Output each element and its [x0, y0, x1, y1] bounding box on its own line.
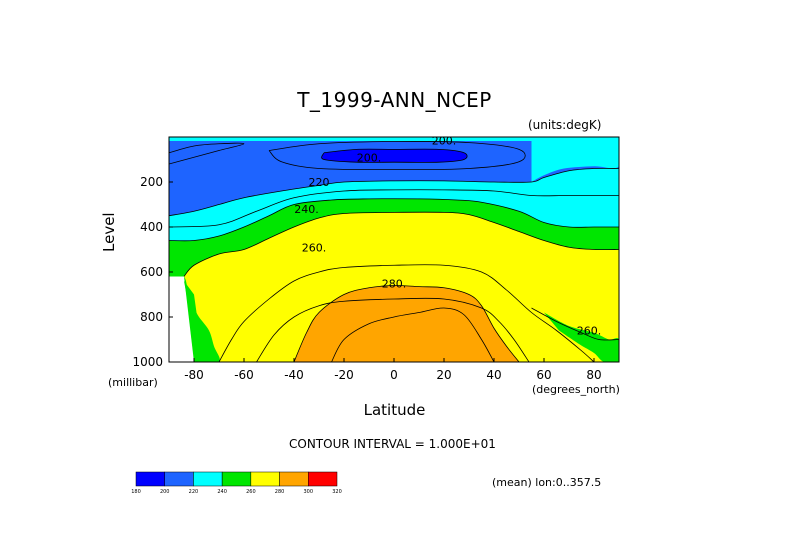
contour-label-1: 200.: [357, 151, 382, 164]
contour-label-2: 220: [309, 176, 330, 189]
colorbar-label: 200: [160, 489, 170, 495]
units-note: (units:degK): [528, 118, 602, 132]
colorbar-label: 240: [217, 489, 227, 495]
contour-260-north-line: [531, 307, 619, 341]
y-axis-unit: (millibar): [108, 376, 158, 389]
colorbar-bin-200: [164, 471, 194, 487]
contour-270-line: [218, 264, 595, 362]
y-tick-label: 800: [140, 310, 163, 324]
contour-190-line: [321, 148, 468, 163]
band-260-280-line: [183, 211, 619, 277]
contour-200-outer-line: [268, 141, 526, 171]
colorbar-bin-240: [221, 471, 252, 487]
contour-280-line: [293, 285, 520, 362]
x-axis-unit: (degrees_north): [532, 383, 620, 396]
y-tick-label: 600: [140, 265, 163, 279]
x-tick-label: 0: [390, 368, 398, 382]
colorbar-label: 320: [332, 489, 342, 495]
mean-note: (mean) lon:0..357.5: [492, 476, 602, 489]
colorbar-label: 280: [275, 489, 285, 495]
contour-label-5: 280.: [382, 277, 407, 290]
contour-interval-note: CONTOUR INTERVAL = 1.000E+01: [289, 437, 496, 451]
missing-data-region: [169, 276, 194, 362]
band-220-240-toprim: [169, 137, 619, 141]
contour-label-0: 200.: [432, 134, 457, 147]
band-220-240-line: [169, 167, 619, 217]
contour-225-line: [169, 189, 619, 228]
chart-title: T_1999-ANN_NCEP: [297, 88, 492, 112]
band-240-260-line: [169, 198, 619, 242]
colorbar-bin-300: [308, 471, 338, 487]
contour-lines: [169, 141, 619, 362]
y-axis-title: Level: [100, 212, 118, 252]
contour-275-line: [256, 297, 530, 362]
y-tick-label: 200: [140, 175, 163, 189]
colorbar-label: 260: [246, 489, 256, 495]
band-240-260-fringe: [184, 281, 214, 362]
colorbar-label: 300: [304, 489, 314, 495]
x-tick-label: -20: [334, 368, 354, 382]
band-lt200: [321, 149, 468, 163]
contour-label-4: 260.: [302, 241, 327, 254]
band-220-240-northtop: [531, 137, 619, 182]
contour-labels: 200. 200. 220 240. 260. 280. 260.: [294, 134, 601, 337]
y-tick-label: 400: [140, 220, 163, 234]
x-axis-title: Latitude: [363, 401, 426, 419]
contour-label-6: 260.: [577, 325, 602, 338]
x-axis-ticks: -80 -60 -40 -20 0 20 40 60 80: [184, 358, 602, 382]
band-280-300: [294, 285, 519, 362]
colorbar-bin-260: [250, 471, 280, 487]
colorbar: 180 200 220 240 260 280 300 320: [131, 471, 342, 495]
contour-label-3: 240.: [294, 203, 319, 216]
colorbar-bin-180: [135, 471, 165, 487]
x-tick-label: 40: [486, 368, 501, 382]
y-tick-label: 1000: [132, 355, 163, 369]
x-tick-label: 80: [586, 368, 601, 382]
y-axis-ticks: 200 400 600 800 1000: [132, 175, 173, 369]
colorbar-label: 220: [189, 489, 199, 495]
colorbar-label: 180: [131, 489, 141, 495]
x-tick-label: 60: [536, 368, 551, 382]
x-tick-label: -60: [234, 368, 254, 382]
contour-210-sw-line: [169, 142, 245, 165]
x-tick-label: -40: [284, 368, 304, 382]
colorbar-bin-280: [279, 471, 309, 487]
contour-290-line: [331, 307, 495, 362]
colorbar-bin-220: [193, 471, 223, 487]
x-tick-label: -80: [184, 368, 204, 382]
x-tick-label: 20: [436, 368, 451, 382]
